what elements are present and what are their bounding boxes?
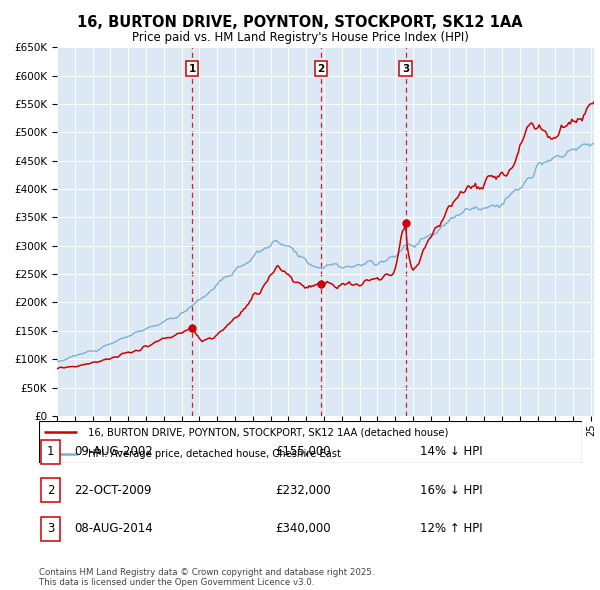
Text: 08-AUG-2014: 08-AUG-2014 [74, 522, 153, 535]
Text: HPI: Average price, detached house, Cheshire East: HPI: Average price, detached house, Ches… [88, 449, 341, 459]
Text: 2: 2 [47, 484, 54, 497]
Bar [41, 517, 60, 540]
Text: 16, BURTON DRIVE, POYNTON, STOCKPORT, SK12 1AA: 16, BURTON DRIVE, POYNTON, STOCKPORT, SK… [77, 15, 523, 30]
Text: 12% ↑ HPI: 12% ↑ HPI [420, 522, 482, 535]
Text: 1: 1 [47, 445, 54, 458]
Text: £155,000: £155,000 [275, 445, 331, 458]
Text: 16, BURTON DRIVE, POYNTON, STOCKPORT, SK12 1AA (detached house): 16, BURTON DRIVE, POYNTON, STOCKPORT, SK… [88, 427, 448, 437]
Bar [41, 440, 60, 464]
Text: £340,000: £340,000 [275, 522, 331, 535]
Text: 14% ↓ HPI: 14% ↓ HPI [420, 445, 482, 458]
Text: £232,000: £232,000 [275, 484, 331, 497]
Text: 2: 2 [317, 64, 325, 74]
Text: 16% ↓ HPI: 16% ↓ HPI [420, 484, 482, 497]
Text: 1: 1 [188, 64, 196, 74]
Text: 3: 3 [47, 522, 54, 535]
Text: 3: 3 [402, 64, 409, 74]
Text: 22-OCT-2009: 22-OCT-2009 [74, 484, 152, 497]
Bar [41, 478, 60, 502]
Text: 09-AUG-2002: 09-AUG-2002 [74, 445, 153, 458]
Text: Price paid vs. HM Land Registry's House Price Index (HPI): Price paid vs. HM Land Registry's House … [131, 31, 469, 44]
Text: Contains HM Land Registry data © Crown copyright and database right 2025.
This d: Contains HM Land Registry data © Crown c… [39, 568, 374, 587]
